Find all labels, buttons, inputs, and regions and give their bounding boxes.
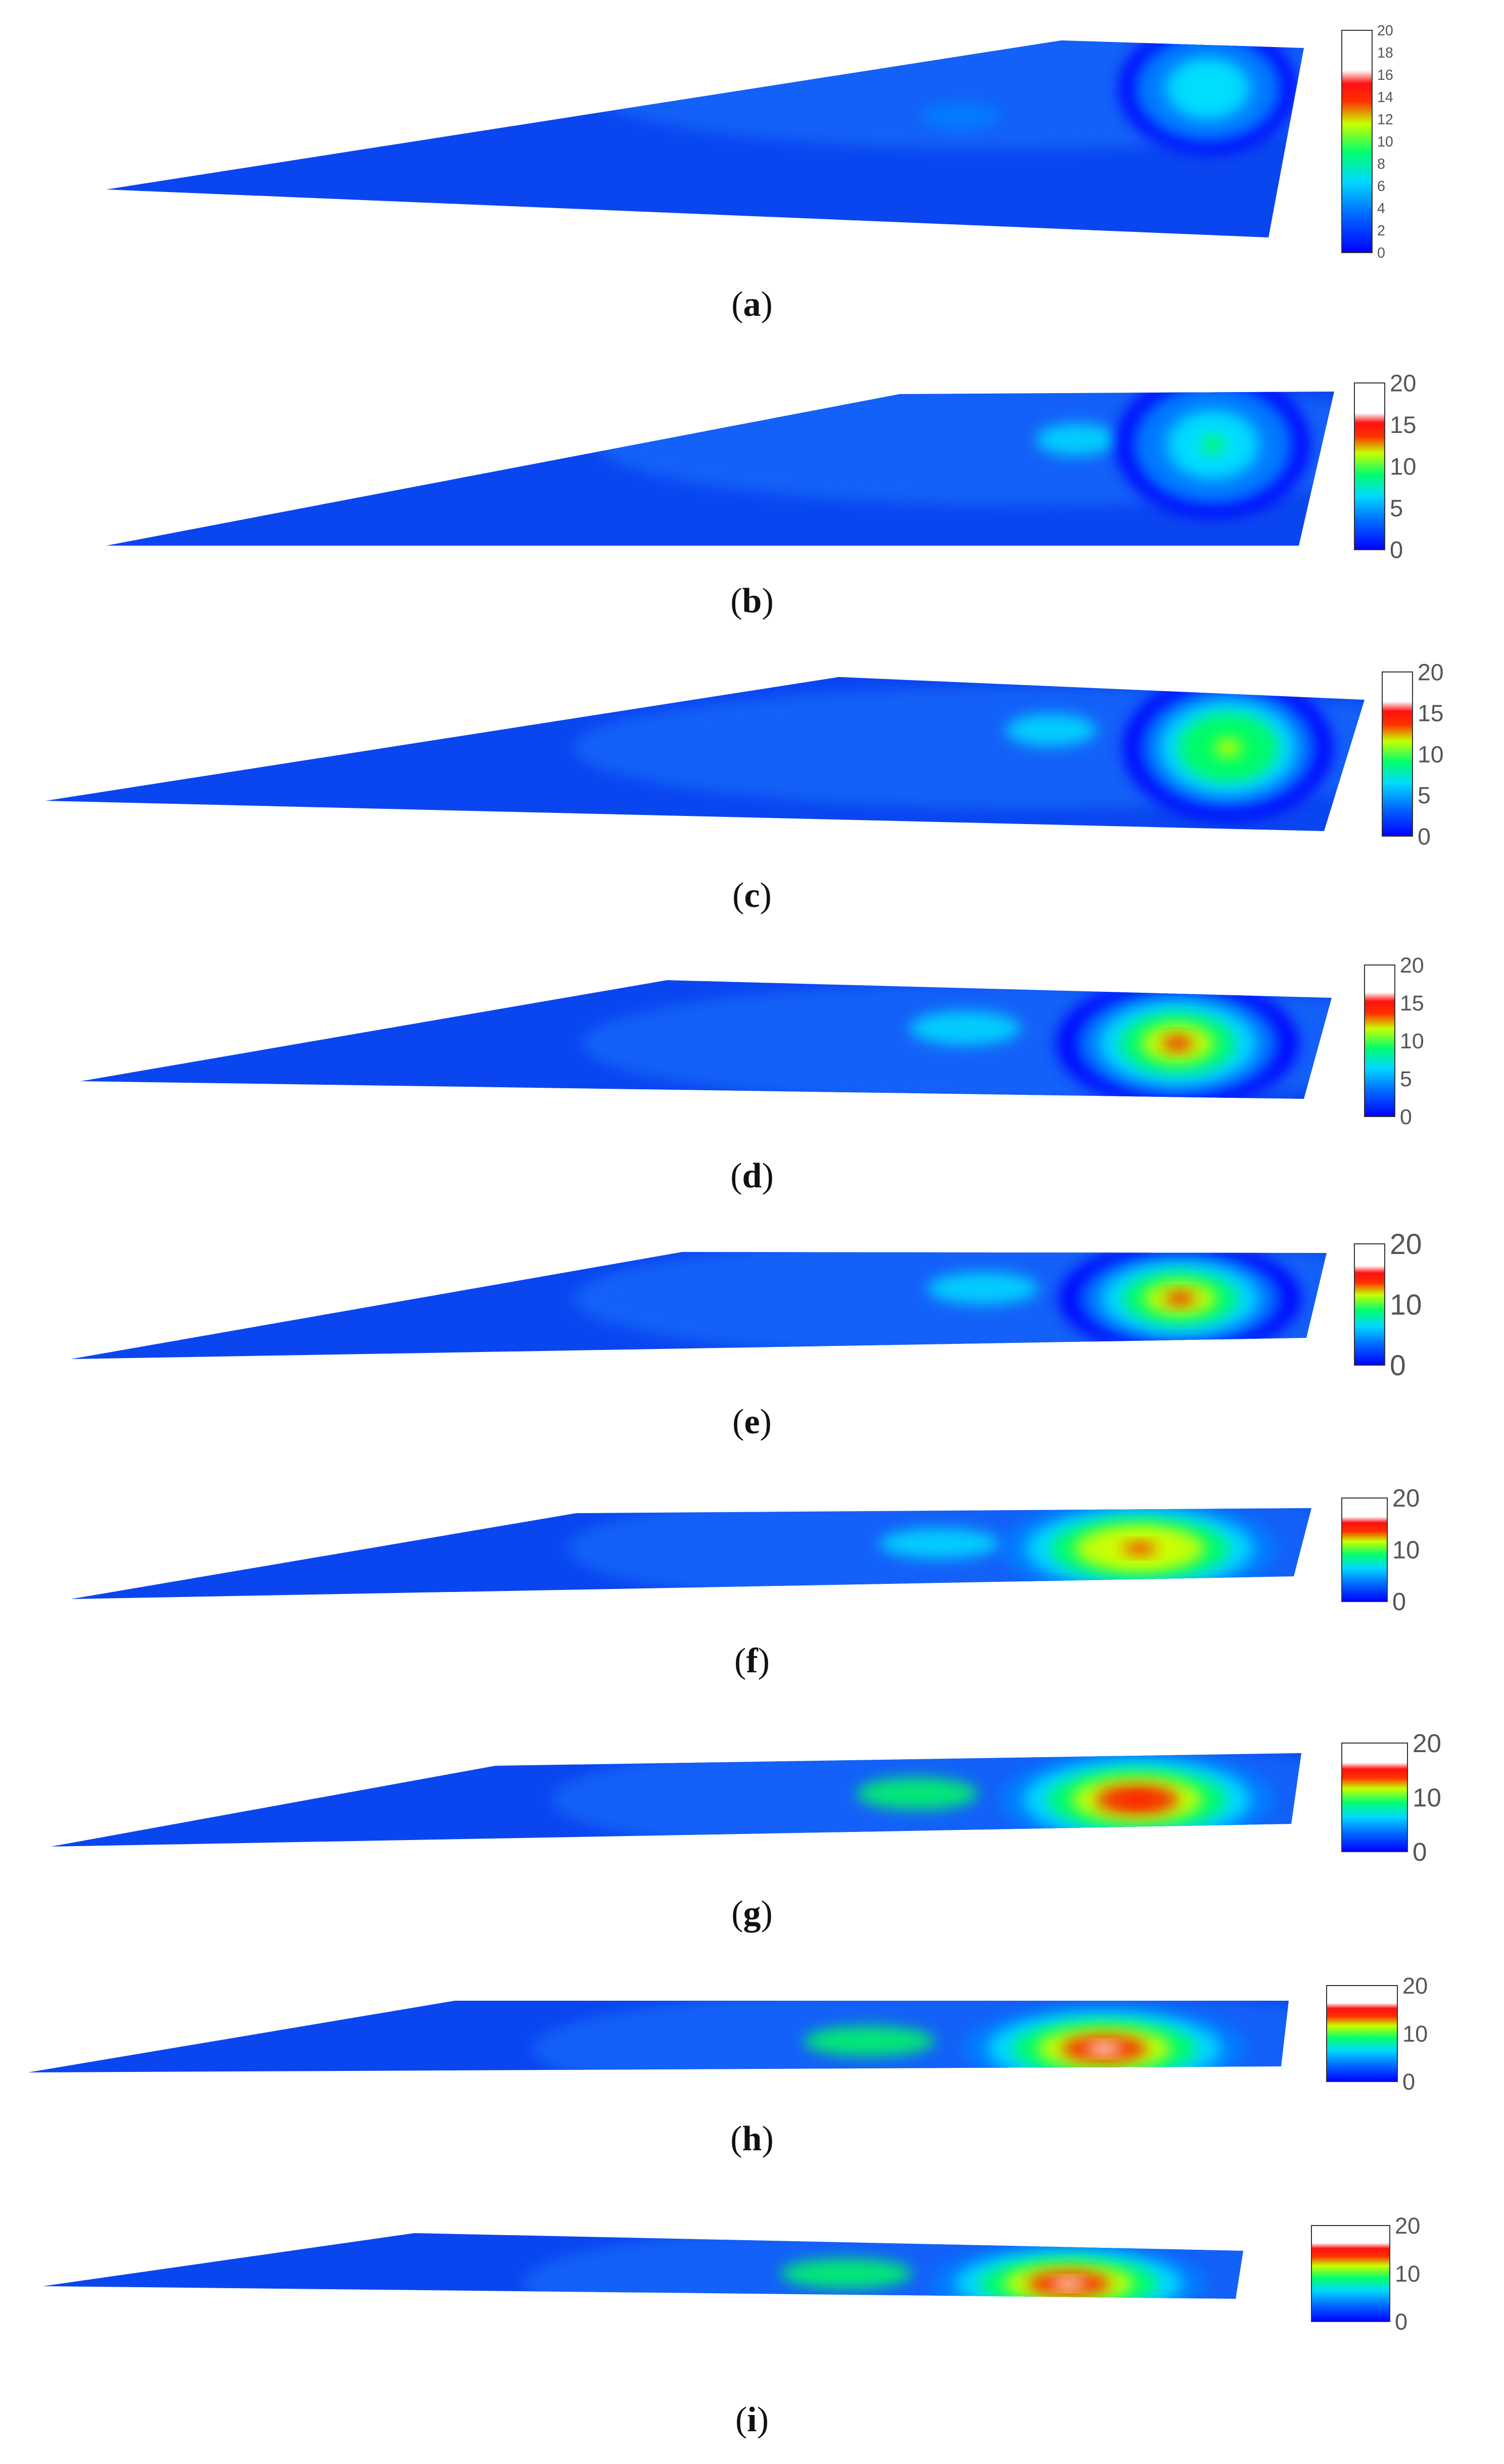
colorbar-tick-label: 10 xyxy=(1395,2261,1420,2287)
colorbar-tick-label: 20 xyxy=(1390,370,1416,397)
panel-a: 0 2 4 6 8 10 12 14 16 18 20 (a) xyxy=(106,23,1393,324)
panel-g: 0 10 20 (g) xyxy=(51,1729,1441,1933)
secondary-hotspot-f xyxy=(879,1528,1001,1559)
colorbar-tick-label: 5 xyxy=(1400,1067,1412,1091)
colorbar-tick-label: 20 xyxy=(1400,953,1424,978)
colorbar-tick-label: 10 xyxy=(1392,1537,1420,1564)
colorbar-tick-label: 0 xyxy=(1390,1349,1406,1382)
colorbar-e: 0 10 20 xyxy=(1354,1228,1422,1382)
colorbar-tick-label: 8 xyxy=(1377,156,1385,172)
colorbar-tick-label: 10 xyxy=(1418,741,1444,767)
secondary-hotspot-c xyxy=(1006,714,1097,746)
colorbar-tick-label: 16 xyxy=(1377,67,1393,83)
panel-c: 0 5 10 15 20 (c) xyxy=(45,659,1444,915)
colorbar-i: 0 10 20 xyxy=(1311,2213,1420,2335)
colorbar-tick-label: 12 xyxy=(1377,112,1393,128)
colorbar-tick-label: 10 xyxy=(1402,2021,1428,2047)
panel-caption-c: (c) xyxy=(732,876,772,915)
colorbar-tick-label: 20 xyxy=(1413,1729,1441,1758)
colorbar-tick-label: 6 xyxy=(1377,178,1385,195)
colorbar-h: 0 10 20 xyxy=(1326,1973,1428,2095)
colorbar-tick-label: 20 xyxy=(1392,1485,1420,1512)
colorbar-tick-label: 20 xyxy=(1377,23,1393,39)
colorbar-c: 0 5 10 15 20 xyxy=(1382,659,1444,849)
panel-caption-f: (f) xyxy=(734,1641,770,1680)
colorbar-tick-label: 10 xyxy=(1413,1783,1441,1812)
plate-shading xyxy=(597,392,1334,505)
panel-caption-a: (a) xyxy=(731,285,773,324)
colorbar-tick-label: 0 xyxy=(1402,2069,1415,2095)
secondary-hotspot-i xyxy=(781,2258,912,2289)
colorbar-tick-label: 10 xyxy=(1377,134,1393,150)
colorbar-tick-label: 14 xyxy=(1377,89,1393,106)
colorbar-tick-label: 2 xyxy=(1377,223,1385,239)
colorbar-tick-label: 5 xyxy=(1418,782,1431,808)
colorbar-tick-label: 20 xyxy=(1390,1228,1422,1261)
plate-shading xyxy=(567,1508,1311,1599)
colorbar-a: 0 2 4 6 8 10 12 14 16 18 20 xyxy=(1341,23,1393,261)
secondary-hotspot-d xyxy=(910,1011,1021,1045)
panel-caption-d: (d) xyxy=(730,1156,774,1195)
colorbar-tick-label: 15 xyxy=(1418,700,1444,727)
secondary-hotspot-g xyxy=(857,1777,978,1810)
panel-f: 0 10 20 (f) xyxy=(71,1485,1420,1680)
colorbar-tick-label: 0 xyxy=(1395,2309,1407,2335)
colorbar-tick-label: 15 xyxy=(1400,991,1424,1016)
hotspot-h xyxy=(963,2004,1246,2072)
secondary-hotspot-e xyxy=(927,1272,1039,1305)
panel-i: 0 10 20 (i) xyxy=(43,2213,1420,2439)
hotspot-a xyxy=(1119,40,1297,153)
plate-shading xyxy=(551,1753,1301,1847)
colorbar-f: 0 10 20 xyxy=(1341,1485,1420,1616)
colorbar-tick-label: 20 xyxy=(1402,1973,1428,1999)
hotspot-f xyxy=(1002,1508,1277,1597)
hotspot-c xyxy=(1123,677,1333,820)
colorbar-d: 0 5 10 15 20 xyxy=(1364,953,1424,1129)
hotspot-b xyxy=(1116,392,1310,517)
colorbar-tick-label: 10 xyxy=(1390,1289,1422,1321)
plate-shading xyxy=(581,983,1332,1099)
colorbar-tick-label: 0 xyxy=(1400,1105,1412,1129)
panel-caption-b: (b) xyxy=(730,582,774,620)
secondary-hotspot-h xyxy=(804,2026,935,2056)
panel-caption-i: (i) xyxy=(735,2400,769,2439)
hotspot-d xyxy=(1056,980,1299,1099)
colorbar-tick-label: 20 xyxy=(1418,659,1444,685)
colorbar-g: 0 10 20 xyxy=(1341,1729,1441,1866)
panel-caption-g: (g) xyxy=(731,1894,773,1933)
colorbar-tick-label: 10 xyxy=(1400,1029,1424,1053)
colorbar-tick-label: 0 xyxy=(1418,823,1431,849)
colorbar-tick-label: 10 xyxy=(1390,453,1416,480)
panel-b: 0 5 10 15 20 (b) xyxy=(106,370,1416,620)
colorbar-tick-label: 0 xyxy=(1377,245,1385,261)
colorbar-tick-label: 4 xyxy=(1377,201,1385,217)
hotspot-g xyxy=(1000,1753,1275,1847)
colorbar-tick-label: 5 xyxy=(1390,495,1403,521)
secondary-hotspot-a xyxy=(920,102,1001,130)
panel-caption-h: (h) xyxy=(730,2119,774,2158)
colorbar-tick-label: 0 xyxy=(1390,537,1403,563)
hotspot-e xyxy=(1059,1252,1301,1355)
plate-shading xyxy=(585,40,1304,149)
colorbar-tick-label: 0 xyxy=(1413,1838,1427,1866)
colorbar-b: 0 5 10 15 20 xyxy=(1354,370,1416,563)
panel-h: 0 10 20 (h) xyxy=(28,1973,1428,2158)
hotspot-i xyxy=(931,2243,1206,2299)
secondary-hotspot-b xyxy=(1036,423,1117,456)
colorbar-tick-label: 20 xyxy=(1395,2213,1420,2239)
panel-d: 0 5 10 15 20 (d) xyxy=(81,953,1424,1195)
panel-e: 0 10 20 (e) xyxy=(71,1228,1422,1441)
colorbar-tick-label: 0 xyxy=(1392,1588,1406,1616)
plate-shading xyxy=(573,687,1365,808)
colorbar-tick-label: 18 xyxy=(1377,45,1393,61)
colorbar-tick-label: 15 xyxy=(1390,411,1416,438)
panel-caption-e: (e) xyxy=(732,1403,772,1441)
